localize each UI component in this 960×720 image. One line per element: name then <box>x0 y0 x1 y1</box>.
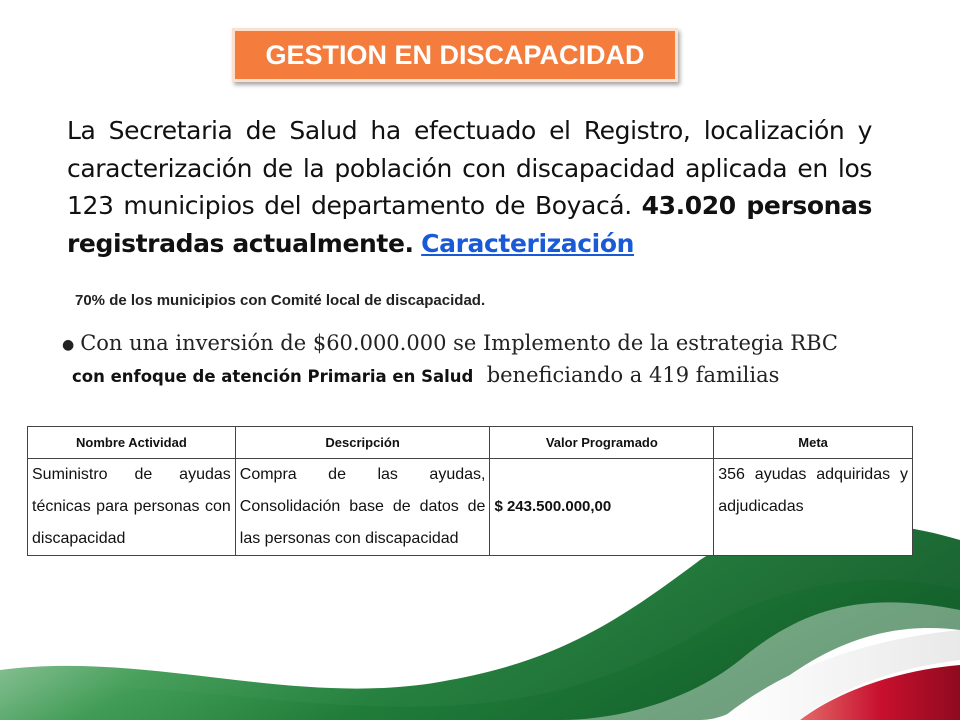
investment-paragraph: ● Con una inversión de $60.000.000 se Imp… <box>62 328 892 392</box>
cell-nombre: Suministro de ayudas técnicas para perso… <box>27 458 236 556</box>
investment-part1: Con una inversión de $60.000.000 se Impl… <box>80 331 838 355</box>
bullet-icon: ● <box>62 336 75 353</box>
committee-note: 70% de los municipios con Comité local d… <box>75 292 486 309</box>
header-valor: Valor Programado <box>489 426 715 459</box>
cell-descripcion: Compra de las ayudas, Consolidación base… <box>234 458 491 556</box>
caracterizacion-link[interactable]: Caracterización <box>421 228 634 258</box>
intro-text: La Secretaria de Salud ha efectuado el R… <box>67 116 872 220</box>
table-row: Suministro de ayudas técnicas para perso… <box>27 458 913 556</box>
header-descripcion: Descripción <box>234 426 491 459</box>
cell-valor: $ 243.500.000,00 <box>489 458 715 556</box>
flag-decoration <box>0 522 960 720</box>
investment-bold: con enfoque de atención Primaria en Salu… <box>72 366 474 386</box>
activities-table: Nombre Actividad Descripción Valor Progr… <box>27 426 913 556</box>
table-header-row: Nombre Actividad Descripción Valor Progr… <box>27 426 913 459</box>
header-nombre: Nombre Actividad <box>27 426 236 459</box>
header-meta: Meta <box>713 426 913 459</box>
investment-line2: con enfoque de atención Primaria en Salu… <box>62 360 892 392</box>
cell-meta: 356 ayudas adquiridas y adjudicadas <box>713 458 913 556</box>
investment-part2: beneficiando a 419 familias <box>486 362 780 387</box>
intro-paragraph: La Secretaria de Salud ha efectuado el R… <box>67 112 872 262</box>
intro-bold: 43.020 personas registradas actualmente. <box>67 191 872 258</box>
slide-title: GESTION EN DISCAPACIDAD <box>232 28 678 82</box>
